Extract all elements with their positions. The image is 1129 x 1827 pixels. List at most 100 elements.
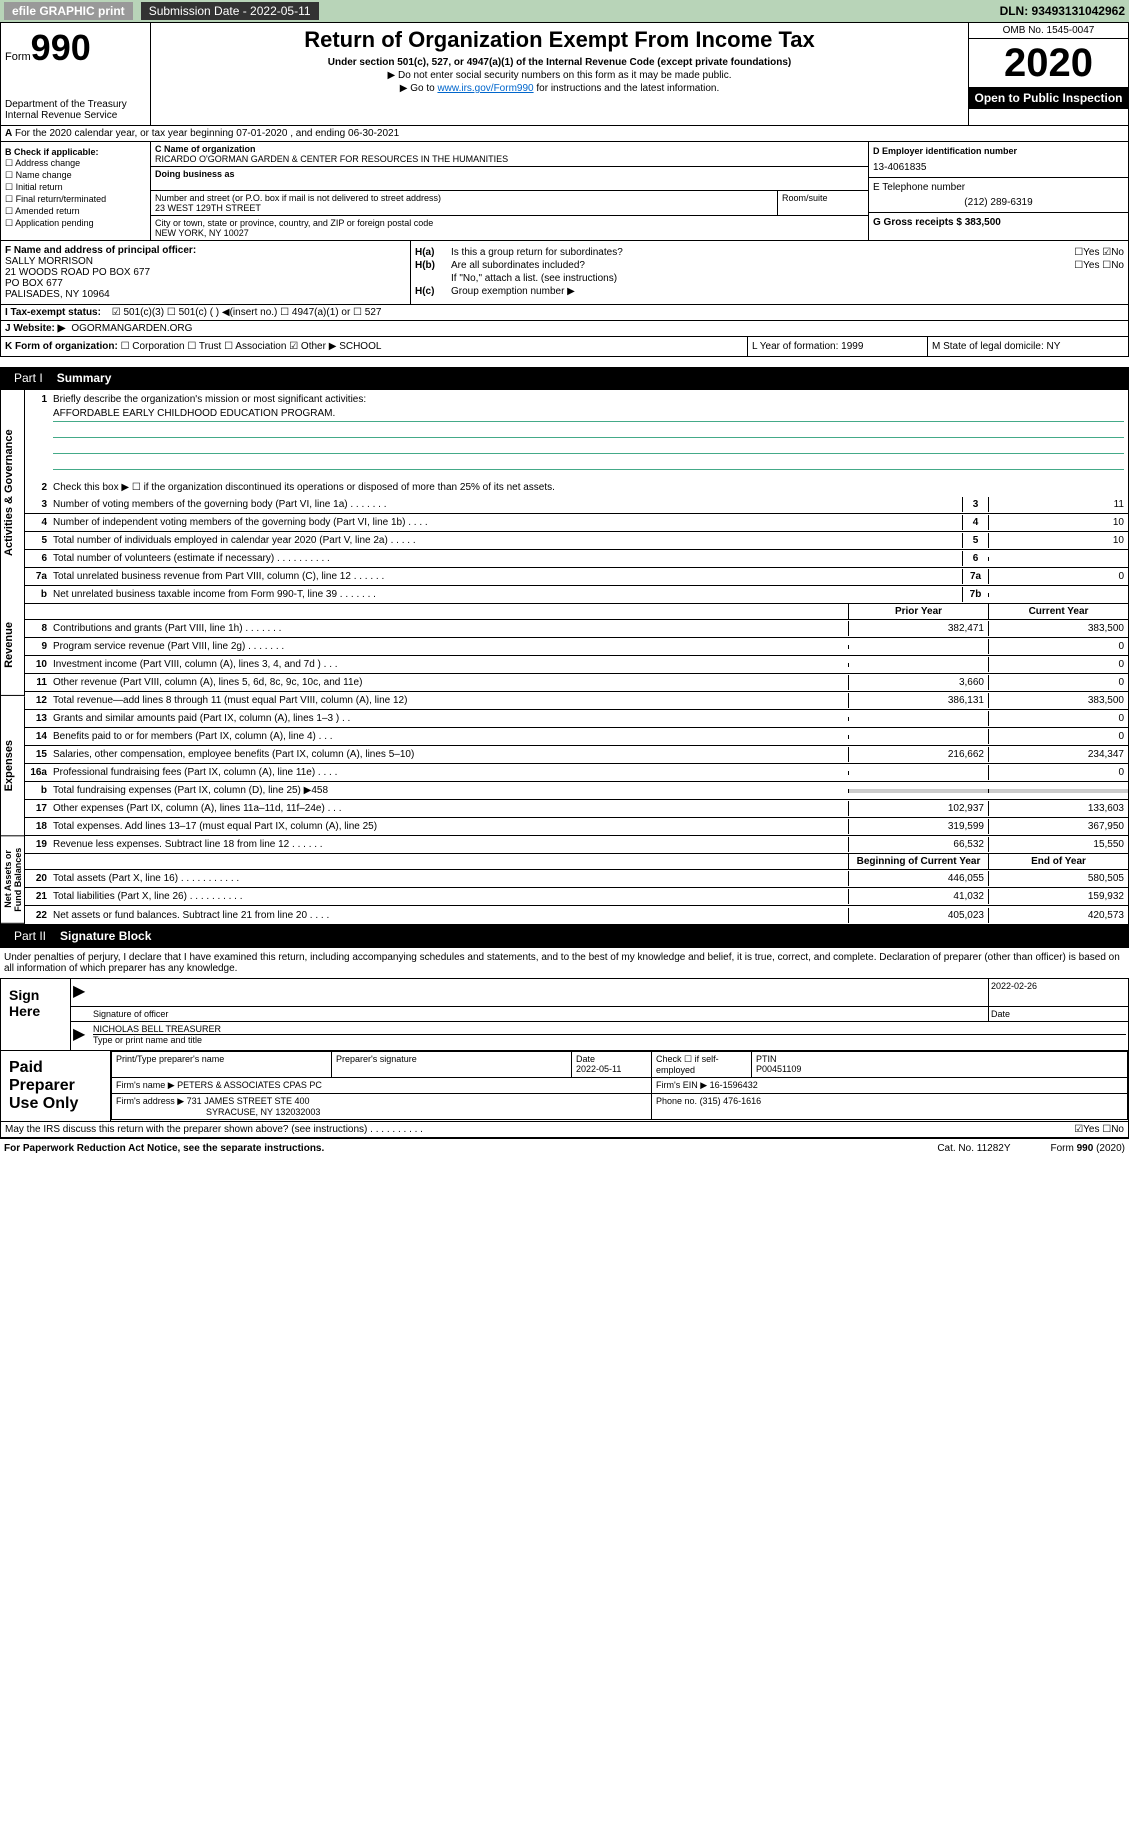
dba-label: Doing business as [155, 169, 864, 179]
firm-name: Firm's name ▶ PETERS & ASSOCIATES CPAS P… [112, 1078, 652, 1094]
sign-here-label: Sign Here [1, 979, 71, 1050]
summary-line-b: bNet unrelated business taxable income f… [25, 586, 1128, 604]
box-b: B Check if applicable: ☐ Address change … [1, 142, 151, 240]
part-1-header: Part I Summary [0, 367, 1129, 389]
summary-line-4: 4Number of independent voting members of… [25, 514, 1128, 532]
discuss-row: May the IRS discuss this return with the… [0, 1122, 1129, 1138]
form-prefix: Form [5, 51, 31, 63]
website-label: J Website: ▶ [5, 323, 65, 334]
officer-printed: NICHOLAS BELL TREASURER Type or print na… [91, 1022, 1128, 1050]
chk-app-pending[interactable]: ☐ Application pending [5, 218, 146, 229]
officer-signature[interactable] [91, 979, 988, 1006]
ptin: PTINP00451109 [752, 1052, 1128, 1078]
form-title: Return of Organization Exempt From Incom… [155, 27, 964, 53]
net-line-22: 22Net assets or fund balances. Subtract … [25, 906, 1128, 924]
self-employed-chk[interactable]: Check ☐ if self-employed [652, 1052, 752, 1078]
firm-phone: Phone no. (315) 476-1616 [652, 1094, 1128, 1120]
preparer-table: Print/Type preparer's name Preparer's si… [111, 1051, 1128, 1120]
cat-no: Cat. No. 11282Y [937, 1143, 1010, 1154]
preparer-fields: Print/Type preparer's name Preparer's si… [111, 1051, 1128, 1121]
box-f: F Name and address of principal officer:… [1, 241, 411, 304]
mission-blank3 [53, 456, 1124, 470]
prior-year-hdr: Prior Year [848, 604, 988, 619]
box-h: H(a) Is this a group return for subordin… [411, 241, 1128, 304]
ha-yesno[interactable]: ☐Yes ☑No [1074, 247, 1124, 258]
tab-revenue: Revenue [1, 595, 25, 696]
chk-name-change[interactable]: ☐ Name change [5, 170, 146, 181]
tax-exempt-options[interactable]: ☑ 501(c)(3) ☐ 501(c) ( ) ◀(insert no.) ☐… [112, 307, 382, 318]
header-middle: Return of Organization Exempt From Incom… [151, 23, 968, 125]
discuss-yesno[interactable]: ☑Yes ☐No [1074, 1124, 1124, 1135]
tax-exempt-label: I Tax-exempt status: [5, 307, 101, 318]
prep-date: Date2022-05-11 [572, 1052, 652, 1078]
ssn-warning: ▶ Do not enter social security numbers o… [155, 70, 964, 81]
footer: For Paperwork Reduction Act Notice, see … [0, 1138, 1129, 1158]
phone-value: (212) 289-6319 [873, 197, 1124, 208]
summary-block: Activities & Governance Revenue Expenses… [0, 389, 1129, 925]
exp-line-19: 19Revenue less expenses. Subtract line 1… [25, 836, 1128, 854]
summary-line-3: 3Number of voting members of the governi… [25, 496, 1128, 514]
exp-line-16a: 16aProfessional fundraising fees (Part I… [25, 764, 1128, 782]
hb-yesno[interactable]: ☐Yes ☐No [1074, 260, 1124, 271]
section-fh: F Name and address of principal officer:… [0, 241, 1129, 305]
sig-date: 2022-02-26 [988, 979, 1128, 1006]
city-label: City or town, state or province, country… [155, 218, 864, 228]
col-deg: D Employer identification number 13-4061… [868, 142, 1128, 240]
form-subtitle: Under section 501(c), 527, or 4947(a)(1)… [155, 57, 964, 68]
box-b-label: B Check if applicable: [5, 147, 146, 157]
chk-initial-return[interactable]: ☐ Initial return [5, 182, 146, 193]
address-row: Number and street (or P.O. box if mail i… [151, 191, 868, 216]
form-number: Form990 [5, 27, 146, 69]
exp-line-15: 15Salaries, other compensation, employee… [25, 746, 1128, 764]
sig-label: Signature of officer [91, 1007, 988, 1021]
chk-address-change[interactable]: ☐ Address change [5, 158, 146, 169]
phone-label: E Telephone number [873, 182, 1124, 193]
room-suite: Room/suite [778, 191, 868, 215]
submission-date: Submission Date - 2022-05-11 [141, 2, 319, 20]
exp-line-17: 17Other expenses (Part IX, column (A), l… [25, 800, 1128, 818]
line-2: 2 Check this box ▶ ☐ if the organization… [25, 478, 1128, 496]
discontinued-check[interactable]: Check this box ▶ ☐ if the organization d… [53, 480, 1128, 495]
rev-line-8: 8Contributions and grants (Part VIII, li… [25, 620, 1128, 638]
tab-netassets: Net Assets or Fund Balances [1, 836, 25, 924]
irs-link[interactable]: www.irs.gov/Form990 [437, 83, 533, 94]
tab-expenses: Expenses [1, 696, 25, 836]
tax-year: 2020 [969, 39, 1128, 87]
chk-amended[interactable]: ☐ Amended return [5, 206, 146, 217]
summary-body: 1 Briefly describe the organization's mi… [25, 390, 1128, 924]
omb-number: OMB No. 1545-0047 [969, 23, 1128, 39]
sig-row-1: ▶ 2022-02-26 [71, 979, 1128, 1007]
box-d: D Employer identification number 13-4061… [869, 142, 1128, 178]
gross-receipts: G Gross receipts $ 383,500 [873, 217, 1124, 228]
public-inspection: Open to Public Inspection [969, 87, 1128, 109]
hc-text: Group exemption number ▶ [451, 286, 575, 297]
ein-label: D Employer identification number [873, 146, 1124, 156]
current-year-hdr: Current Year [988, 604, 1128, 619]
section-bcdefg: B Check if applicable: ☐ Address change … [0, 142, 1129, 241]
summary-line-7a: 7aTotal unrelated business revenue from … [25, 568, 1128, 586]
goto-prefix: ▶ Go to [400, 83, 438, 94]
chk-final-return[interactable]: ☐ Final return/terminated [5, 194, 146, 205]
net-line-20: 20Total assets (Part X, line 16) . . . .… [25, 870, 1128, 888]
net-line-21: 21Total liabilities (Part X, line 26) . … [25, 888, 1128, 906]
col-c: C Name of organization RICARDO O'GORMAN … [151, 142, 868, 240]
sig-fields: ▶ 2022-02-26 Signature of officer Date ▶… [71, 979, 1128, 1050]
top-bar: efile GRAPHIC print Submission Date - 20… [0, 0, 1129, 22]
mission-blank1 [53, 424, 1124, 438]
form-990-2020: Form 990 (2020) [1051, 1143, 1125, 1154]
boy-hdr: Beginning of Current Year [848, 854, 988, 869]
prep-row-3: Firm's address ▶ 731 JAMES STREET STE 40… [112, 1094, 1128, 1120]
website-value: OGORMANGARDEN.ORG [71, 323, 192, 334]
exp-line-18: 18Total expenses. Add lines 13–17 (must … [25, 818, 1128, 836]
org-name-box: C Name of organization RICARDO O'GORMAN … [151, 142, 868, 167]
street-box: Number and street (or P.O. box if mail i… [151, 191, 778, 215]
line-1: 1 Briefly describe the organization's mi… [25, 390, 1128, 408]
efile-print-button[interactable]: efile GRAPHIC print [4, 2, 133, 20]
part-2-num: Part II [8, 927, 52, 945]
street-value: 23 WEST 129TH STREET [155, 203, 773, 213]
instructions-link-row: ▶ Go to www.irs.gov/Form990 for instruct… [155, 83, 964, 94]
ha-text: Is this a group return for subordinates? [451, 247, 1074, 258]
box-e: E Telephone number (212) 289-6319 [869, 178, 1128, 213]
officer-name-title: NICHOLAS BELL TREASURER [93, 1024, 1126, 1034]
k-options[interactable]: ☐ Corporation ☐ Trust ☐ Association ☑ Ot… [121, 341, 382, 352]
